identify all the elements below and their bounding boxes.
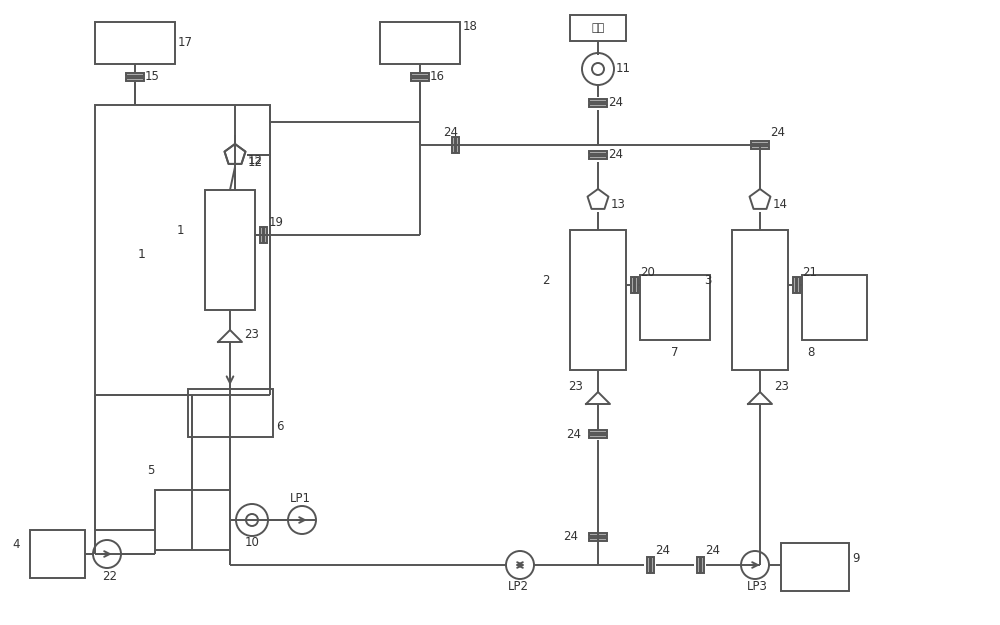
Text: 10: 10 <box>245 536 260 549</box>
Text: 24: 24 <box>608 96 623 109</box>
Text: 23: 23 <box>774 381 789 394</box>
Text: 6: 6 <box>276 421 284 434</box>
Bar <box>732 230 788 370</box>
Circle shape <box>236 504 268 536</box>
Text: 14: 14 <box>773 199 788 211</box>
Circle shape <box>506 551 534 579</box>
Bar <box>781 543 849 591</box>
Text: 11: 11 <box>616 62 631 76</box>
Text: 7: 7 <box>671 346 679 359</box>
Bar <box>126 73 144 76</box>
Circle shape <box>741 551 769 579</box>
Circle shape <box>93 540 121 568</box>
Bar <box>264 227 267 243</box>
Text: 5: 5 <box>147 464 154 476</box>
Text: 大气: 大气 <box>591 23 605 33</box>
Bar <box>647 557 650 573</box>
Text: 20: 20 <box>640 266 655 279</box>
Bar <box>802 275 867 340</box>
Bar <box>30 530 85 578</box>
Text: 24: 24 <box>443 126 458 139</box>
Text: 24: 24 <box>770 126 785 139</box>
Bar <box>95 22 175 64</box>
Text: 22: 22 <box>102 569 117 582</box>
Text: 18: 18 <box>463 21 478 34</box>
Bar <box>635 277 638 293</box>
Text: 24: 24 <box>705 544 720 556</box>
Bar <box>651 557 654 573</box>
Bar <box>589 435 607 438</box>
Bar <box>589 538 607 541</box>
Bar <box>797 277 800 293</box>
Bar <box>631 277 634 293</box>
Text: 24: 24 <box>608 149 623 161</box>
Bar <box>589 151 607 154</box>
Bar <box>589 533 607 536</box>
Text: 16: 16 <box>430 71 445 84</box>
Text: 12: 12 <box>248 156 263 169</box>
Text: 23: 23 <box>244 329 259 341</box>
Text: 8: 8 <box>807 346 814 359</box>
Bar <box>411 73 429 76</box>
Bar <box>452 137 455 153</box>
Bar <box>155 490 230 550</box>
Text: 24: 24 <box>655 544 670 556</box>
Bar <box>570 230 626 370</box>
Bar <box>589 430 607 433</box>
Circle shape <box>582 53 614 85</box>
Circle shape <box>592 63 604 75</box>
Circle shape <box>246 514 258 526</box>
Bar <box>126 78 144 81</box>
Text: 2: 2 <box>542 274 550 286</box>
Bar <box>456 137 459 153</box>
Text: 12: 12 <box>248 154 263 166</box>
Text: 13: 13 <box>611 199 626 211</box>
Bar <box>95 105 270 395</box>
Bar <box>589 104 607 107</box>
Circle shape <box>288 506 316 534</box>
Text: 15: 15 <box>145 71 160 84</box>
Bar <box>411 78 429 81</box>
Text: 24: 24 <box>563 531 578 544</box>
Bar <box>188 389 273 437</box>
Text: 9: 9 <box>852 551 860 564</box>
Text: 4: 4 <box>12 539 20 551</box>
Bar <box>793 277 796 293</box>
Bar <box>589 99 607 102</box>
Bar <box>205 190 255 310</box>
Bar <box>260 227 263 243</box>
Text: LP3: LP3 <box>747 581 768 594</box>
Bar <box>640 275 710 340</box>
Bar <box>751 141 769 144</box>
Text: LP2: LP2 <box>508 581 529 594</box>
Bar <box>570 15 626 41</box>
Text: 24: 24 <box>566 428 581 441</box>
Text: LP1: LP1 <box>290 491 311 504</box>
Bar <box>697 557 700 573</box>
Bar <box>589 156 607 159</box>
Bar <box>751 146 769 149</box>
Text: 17: 17 <box>178 36 193 49</box>
Text: 21: 21 <box>802 266 817 279</box>
Bar <box>380 22 460 64</box>
Text: 19: 19 <box>269 216 284 229</box>
Text: 1: 1 <box>138 249 146 261</box>
Text: 23: 23 <box>568 381 583 394</box>
Text: 3: 3 <box>704 274 711 286</box>
Text: 1: 1 <box>177 224 184 236</box>
Bar <box>701 557 704 573</box>
